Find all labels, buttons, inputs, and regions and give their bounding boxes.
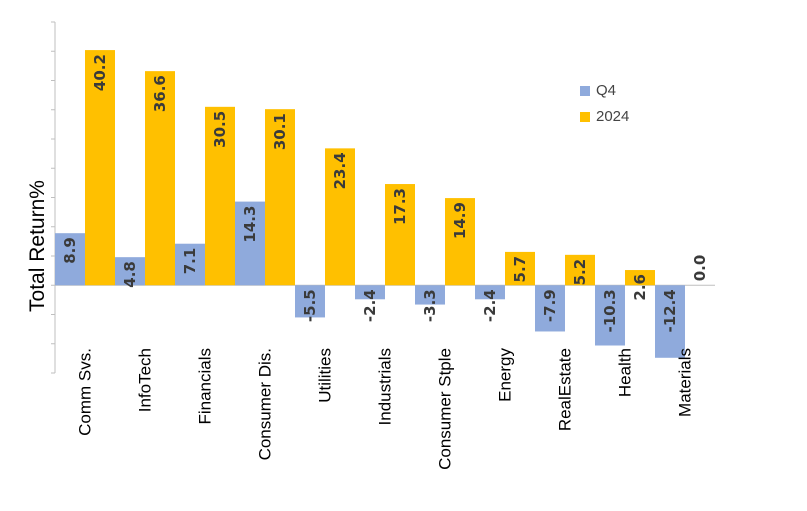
- category-label-8: RealEstate: [556, 348, 575, 431]
- data-label-q4-3: 14.3: [241, 206, 259, 243]
- category-label-9: Health: [616, 348, 635, 397]
- bar-2024-8: [565, 254, 595, 286]
- bar-q4-4: [295, 285, 325, 318]
- bar-2024-5: [385, 184, 415, 286]
- data-label-2024-0: 40.2: [91, 54, 109, 91]
- data-label-2024-8: 5.2: [571, 259, 589, 286]
- data-label-2024-2: 30.5: [211, 111, 229, 148]
- data-label-2024-3: 30.1: [271, 113, 289, 150]
- data-label-q4-9: -10.3: [601, 289, 619, 332]
- category-label-5: Industrials: [376, 348, 395, 425]
- data-label-q4-0: 8.9: [61, 237, 79, 264]
- bar-2024-6: [445, 198, 475, 286]
- category-label-7: Energy: [496, 348, 515, 402]
- data-label-2024-10: 0.0: [691, 255, 709, 282]
- data-label-q4-2: 7.1: [181, 248, 199, 275]
- category-label-6: Consumer Stple: [436, 348, 455, 470]
- data-label-q4-1: 4.8: [121, 261, 139, 288]
- bar-q4-0: [55, 233, 85, 286]
- data-label-2024-7: 5.7: [511, 256, 529, 283]
- category-label-4: Utilities: [316, 348, 335, 403]
- category-label-1: InfoTech: [136, 348, 155, 412]
- legend-label-q4: Q4: [596, 82, 616, 99]
- category-label-0: Comm Svs.: [76, 348, 95, 436]
- bar-q4-3: [235, 201, 265, 286]
- category-label-10: Materials: [676, 348, 695, 417]
- bars: [55, 50, 685, 358]
- bar-2024-3: [265, 109, 295, 286]
- legend-swatch-q4: [580, 86, 590, 96]
- category-labels: Comm Svs. InfoTech Financials Consumer Dis.…: [76, 348, 695, 470]
- category-label-2: Financials: [196, 348, 215, 425]
- category-label-3: Consumer Dis.: [256, 348, 275, 460]
- data-label-q4-10: -12.4: [661, 289, 679, 332]
- data-label-2024-6: 14.9: [451, 202, 469, 239]
- bar-2024-7: [505, 251, 535, 286]
- bar-2024-4: [325, 148, 355, 286]
- bar-q4-1: [115, 257, 145, 286]
- data-label-q4-8: -7.9: [541, 289, 559, 322]
- bar-q4-5: [355, 285, 385, 300]
- bar-q4-7: [475, 285, 505, 300]
- bar-q4-6: [415, 285, 445, 305]
- legend-label-2024: 2024: [596, 108, 629, 125]
- bar-q4-8: [535, 285, 565, 332]
- data-label-2024-5: 17.3: [391, 188, 409, 225]
- data-label-2024-4: 23.4: [331, 152, 349, 189]
- data-label-2024-9: 2.6: [631, 274, 649, 301]
- bar-2024-0: [85, 50, 115, 286]
- bar-q4-9: [595, 285, 625, 346]
- bar-2024-9: [625, 270, 655, 286]
- data-label-q4-5: -2.4: [361, 289, 379, 322]
- bar-2024-1: [145, 71, 175, 286]
- data-label-2024-1: 36.6: [151, 75, 169, 112]
- legend: Q4 2024: [580, 82, 629, 125]
- data-label-q4-7: -2.4: [481, 289, 499, 322]
- bar-2024-2: [205, 106, 235, 286]
- bar-q4-10: [655, 285, 685, 358]
- data-label-q4-4: -5.5: [301, 289, 319, 322]
- legend-swatch-2024: [580, 112, 590, 122]
- data-labels: 8.9 4.8 7.1 14.3 -5.5 -2.4 -3.3 -2.4 -7.9 -10.3 -1…: [61, 54, 709, 332]
- data-label-q4-6: -3.3: [421, 289, 439, 322]
- bar-q4-2: [175, 243, 205, 286]
- y-axis-title: Total Return%: [26, 180, 49, 312]
